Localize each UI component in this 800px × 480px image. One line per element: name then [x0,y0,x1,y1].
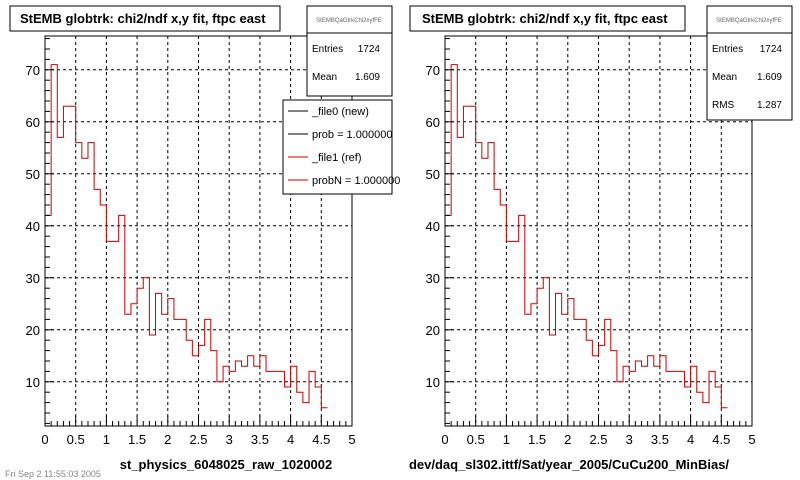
left-stats-entries-value: 1724 [358,44,381,55]
right-title-box [409,5,686,32]
right-stats-rms-label: RMS [712,100,735,111]
y-tick-label: 60 [426,115,440,130]
x-tick-label: 3.5 [651,432,669,447]
left-stats-mean-label: Mean [312,72,337,83]
right-stats-header: StEMBQaGtrkChi2xyfFE [716,18,782,24]
right-y-axis: 10 20 30 40 50 60 70 [426,38,454,424]
legend-entry-prob: prob = 1.000000 [312,129,392,141]
x-tick-label: 4.5 [712,432,730,447]
right-grid [445,36,752,426]
x-tick-label: 1 [103,432,110,447]
legend-entry-file0: _file0 (new) [311,106,369,118]
right-stats-entries-value: 1724 [760,44,783,55]
y-tick-label: 70 [426,63,440,78]
right-stats-mean-value: 1.609 [757,72,782,83]
y-tick-label: 40 [426,219,440,234]
legend-entry-file1: _file1 (ref) [311,152,362,164]
x-tick-label: 4.5 [312,432,330,447]
y-tick-label: 60 [26,115,40,130]
x-tick-label: 4 [687,432,694,447]
x-tick-label: 2 [164,432,171,447]
y-tick-label: 70 [26,63,40,78]
left-histogram [44,64,328,426]
left-x-axis-label: st_physics_6048025_raw_1020002 [120,457,333,472]
x-tick-label: 3.5 [251,432,269,447]
x-tick-label: 1.5 [528,432,546,447]
x-tick-label: 0 [41,432,48,447]
left-stats-mean-value: 1.609 [355,72,380,83]
right-x-axis-label: dev/daq_sl302.ittf/Sat/year_2005/CuCu200… [409,457,729,472]
x-tick-label: 0.5 [67,432,85,447]
y-tick-label: 20 [26,323,40,338]
x-tick-label: 5 [748,432,755,447]
left-title-box [9,5,281,32]
left-legend: _file0 (new) prob = 1.000000 _file1 (ref… [282,99,400,195]
right-chart-title: StEMB globtrk: chi2/ndf x,y fit, ftpc ea… [422,11,668,26]
x-tick-label: 3 [626,432,633,447]
histogram-line [44,64,328,426]
left-chart-title: StEMB globtrk: chi2/ndf x,y fit, ftpc ea… [20,11,266,26]
right-stats-box: StEMBQaGtrkChi2xyfFE Entries 1724 Mean 1… [706,5,793,121]
x-tick-label: 2.5 [589,432,607,447]
x-tick-label: 0 [441,432,448,447]
y-tick-label: 30 [26,271,40,286]
footer-timestamp: Fri Sep 2 11:55:03 2005 [5,469,101,479]
right-x-axis: 0 0.5 1 1.5 2 2.5 3 3.5 4 4.5 5 [441,416,756,447]
left-stats-box: StEMBQaGtrkChi2xyfFE Entries 1724 Mean 1… [306,5,393,97]
y-tick-label: 20 [426,323,440,338]
x-tick-label: 2 [564,432,571,447]
left-x-axis: 0 0.5 1 1.5 2 2.5 3 3.5 4 4.5 5 [41,416,356,447]
right-stats-mean-label: Mean [712,72,737,83]
x-tick-label: 4 [287,432,294,447]
y-tick-label: 10 [26,375,40,390]
x-tick-label: 1.5 [128,432,146,447]
right-stats-entries-label: Entries [712,44,743,55]
x-tick-label: 2.5 [189,432,207,447]
right-chart-panel: StEMB globtrk: chi2/ndf x,y fit, ftpc ea… [409,5,793,472]
y-tick-label: 40 [26,219,40,234]
x-tick-label: 1 [503,432,510,447]
left-chart-panel: StEMB globtrk: chi2/ndf x,y fit, ftpc ea… [9,5,400,472]
left-y-axis: 10 20 30 40 50 60 70 [26,38,54,424]
left-stats-entries-label: Entries [312,44,343,55]
y-tick-label: 50 [426,167,440,182]
left-stats-header: StEMBQaGtrkChi2xyfFE [316,18,382,24]
right-histogram [444,64,728,426]
y-tick-label: 10 [426,375,440,390]
x-tick-label: 3 [226,432,233,447]
right-stats-rms-value: 1.287 [757,100,782,111]
left-grid [45,36,352,426]
y-tick-label: 50 [26,167,40,182]
x-tick-label: 0.5 [467,432,485,447]
histogram-line [444,64,728,426]
x-tick-label: 5 [348,432,355,447]
legend-entry-probn: probN = 1.000000 [312,175,400,187]
y-tick-label: 30 [426,271,440,286]
